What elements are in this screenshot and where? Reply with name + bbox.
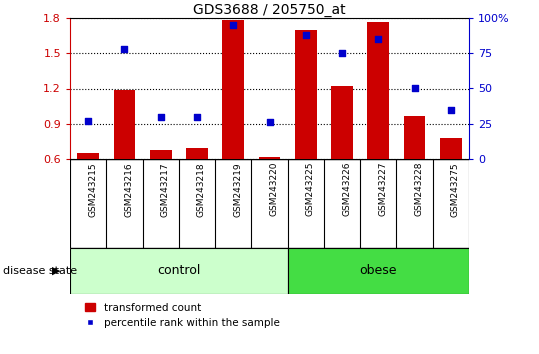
Text: disease state: disease state [3, 266, 77, 276]
Bar [150, 150, 171, 159]
Point [84, 118, 93, 124]
Point [446, 107, 455, 113]
Bar [259, 157, 280, 159]
Point [156, 114, 165, 120]
Text: GSM243215: GSM243215 [88, 162, 97, 217]
Text: GSM243227: GSM243227 [378, 162, 388, 216]
Text: GSM243217: GSM243217 [161, 162, 170, 217]
Point [338, 50, 347, 56]
Bar [70, 248, 288, 294]
Text: GSM243228: GSM243228 [414, 162, 424, 216]
Point [374, 36, 383, 42]
Text: GSM243218: GSM243218 [197, 162, 206, 217]
Text: GSM243275: GSM243275 [451, 162, 460, 217]
Bar [288, 248, 469, 294]
Bar [440, 138, 462, 159]
Bar [331, 86, 353, 159]
Point [265, 120, 274, 125]
Bar [114, 90, 135, 159]
Text: GSM243225: GSM243225 [306, 162, 315, 216]
Text: obese: obese [360, 264, 397, 277]
Text: control: control [157, 264, 201, 277]
Bar [186, 148, 208, 159]
Legend: transformed count, percentile rank within the sample: transformed count, percentile rank withi… [85, 303, 280, 328]
Title: GDS3688 / 205750_at: GDS3688 / 205750_at [193, 3, 346, 17]
Point [192, 114, 201, 120]
Bar [77, 153, 99, 159]
Bar [295, 29, 316, 159]
Bar [404, 116, 425, 159]
Point [301, 32, 310, 38]
Bar [223, 20, 244, 159]
Point [120, 46, 129, 52]
Text: GSM243216: GSM243216 [125, 162, 134, 217]
Text: ▶: ▶ [52, 266, 61, 276]
Text: GSM243226: GSM243226 [342, 162, 351, 216]
Point [229, 22, 238, 28]
Text: GSM243220: GSM243220 [270, 162, 279, 216]
Bar [368, 22, 389, 159]
Text: GSM243219: GSM243219 [233, 162, 242, 217]
Point [410, 86, 419, 91]
